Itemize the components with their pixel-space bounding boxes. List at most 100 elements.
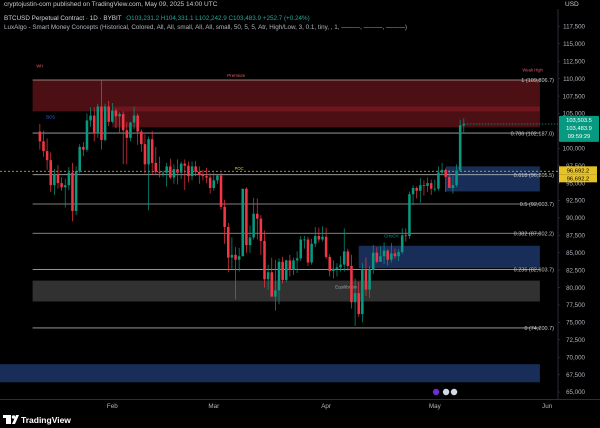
- candle-body: [332, 268, 335, 271]
- x-label-may: May: [429, 403, 442, 410]
- time-axis[interactable]: Feb Mar Apr May Jun: [107, 403, 553, 410]
- candle-body: [140, 131, 143, 145]
- candle-body: [451, 185, 455, 188]
- candle-body: [82, 146, 85, 150]
- candle-body: [100, 106, 103, 140]
- currency-label: USD: [565, 1, 579, 8]
- footer: TradingView: [0, 412, 600, 428]
- poc-price-value: 96,692.2: [567, 168, 590, 174]
- last-close-value: 103,483.9: [566, 126, 592, 132]
- last-price-value: 103,503.5: [566, 118, 592, 124]
- candle-body: [295, 258, 299, 261]
- x-label-jun: Jun: [542, 403, 553, 410]
- annotation-4: POC: [235, 166, 244, 171]
- candle-body: [390, 253, 393, 260]
- legend-ohlc: O103,231.2 H104,331.1 L102,242.9 C103,48…: [126, 15, 310, 22]
- zone-label-2: Equilibrium: [335, 285, 358, 290]
- candle-body: [310, 243, 313, 263]
- candle-body: [216, 175, 219, 181]
- y-tick-label: 117,500: [563, 24, 585, 31]
- candle-body: [176, 169, 179, 173]
- y-tick-label: 95,000: [566, 180, 585, 187]
- brand-name: TradingView: [21, 415, 71, 425]
- candle-body: [111, 110, 114, 122]
- fib-label-2: 0.618 (96,205.5): [514, 173, 555, 179]
- candle-body: [299, 239, 303, 259]
- candle-body: [63, 185, 67, 188]
- zone-1: [112, 106, 540, 128]
- y-tick-label: 77,500: [566, 302, 585, 309]
- candle-body: [324, 236, 328, 257]
- y-tick-label: 110,000: [563, 76, 585, 83]
- candle-body: [60, 183, 63, 188]
- y-tick-label: 87,500: [566, 233, 585, 240]
- fib-levels: 1 (109,806.7) 0.786 (102,187.0) 0.618 (96,…: [0, 78, 558, 332]
- candle-body: [125, 130, 129, 138]
- candle-body: [183, 163, 187, 166]
- fib-label-4: 0.382 (87,802.2): [514, 231, 555, 237]
- candle-body: [96, 106, 100, 134]
- smc-zones: Premium Equilibrium: [0, 73, 540, 383]
- candle-body: [415, 187, 418, 191]
- poc-price-value: 96,692.2: [567, 176, 590, 182]
- candle-body: [89, 115, 92, 121]
- candle-body: [437, 172, 440, 189]
- chart-legend: BTCUSD Perpetual Contract · 1D · BYBIT O…: [4, 14, 407, 32]
- candle-body: [45, 151, 49, 161]
- candle-body: [292, 260, 295, 270]
- candle-body: [284, 260, 288, 280]
- candle-body: [426, 183, 429, 186]
- x-label-apr: Apr: [321, 403, 331, 410]
- legend-symbol[interactable]: BTCUSD Perpetual Contract · 1D · BYBIT: [4, 15, 122, 22]
- candle-body: [371, 252, 375, 270]
- candle-body: [408, 194, 411, 237]
- flag-icon: [450, 388, 458, 396]
- x-label-mar: Mar: [208, 403, 219, 410]
- candle-body: [248, 237, 252, 246]
- candle-body: [118, 114, 121, 117]
- poc-price-tag: [559, 174, 597, 183]
- last-price-tag: [559, 115, 599, 142]
- candle-body: [198, 171, 201, 175]
- candle-body: [107, 106, 110, 122]
- candle-body: [129, 122, 132, 138]
- y-tick-label: 72,500: [566, 337, 585, 344]
- candle-body: [179, 163, 183, 173]
- candle-body: [346, 251, 350, 266]
- candle-body: [114, 110, 118, 117]
- candle-body: [150, 139, 154, 163]
- candle-body: [335, 267, 339, 269]
- fib-label-0: 1 (109,806.7): [521, 78, 554, 84]
- candle-body: [361, 269, 364, 315]
- candle-body: [190, 166, 194, 177]
- bar-countdown: 09:59:29: [568, 134, 591, 140]
- candle-body: [187, 165, 190, 177]
- candle-body: [277, 261, 281, 291]
- y-tick-label: 80,000: [566, 285, 585, 292]
- flag-icon: [442, 388, 450, 396]
- candle-body: [368, 269, 371, 290]
- candle-body: [252, 213, 255, 238]
- candle-body: [223, 206, 226, 227]
- candle-body: [208, 177, 212, 188]
- candle-body: [255, 213, 259, 219]
- annotation-2: Weak High: [522, 68, 543, 73]
- candle-body: [281, 261, 284, 280]
- candle-body: [306, 239, 310, 263]
- y-tick-label: 115,000: [563, 41, 585, 48]
- candle-body: [85, 120, 89, 150]
- annotation-3: BOS: [46, 114, 55, 119]
- candle-body: [227, 226, 230, 258]
- legend-indicator[interactable]: LuxAlgo - Smart Money Concepts (Historic…: [4, 24, 408, 31]
- candle-body: [317, 236, 321, 240]
- y-tick-label: 70,000: [566, 354, 585, 361]
- candle-body: [147, 139, 150, 165]
- y-tick-label: 67,500: [566, 372, 585, 379]
- legend-symbol-row: BTCUSD Perpetual Contract · 1D · BYBIT O…: [4, 14, 407, 23]
- x-label-feb: Feb: [107, 403, 118, 410]
- candle-body: [270, 272, 274, 297]
- candle-body: [303, 239, 306, 241]
- candle-body: [353, 293, 357, 303]
- poc-price-tag: [559, 166, 597, 175]
